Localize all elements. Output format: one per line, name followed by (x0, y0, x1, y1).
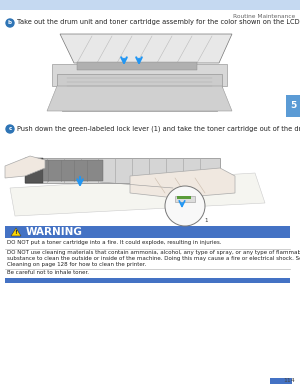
Polygon shape (25, 158, 220, 183)
Bar (177, 196, 191, 199)
Text: Take out the drum unit and toner cartridge assembly for the color shown on the L: Take out the drum unit and toner cartrid… (17, 19, 300, 25)
Polygon shape (5, 156, 45, 178)
Circle shape (165, 186, 205, 226)
Bar (286, 95, 300, 117)
Bar (5, 226, 290, 238)
Text: Push down the green-labeled lock lever (1) and take the toner cartridge out of t: Push down the green-labeled lock lever (… (17, 125, 300, 132)
Text: b: b (8, 21, 12, 26)
Text: DO NOT put a toner cartridge into a fire. It could explode, resulting in injurie: DO NOT put a toner cartridge into a fire… (7, 240, 221, 245)
Text: WARNING: WARNING (26, 227, 83, 237)
Text: 1: 1 (204, 218, 208, 223)
Text: Cleaning on page 128 for how to clean the printer.: Cleaning on page 128 for how to clean th… (7, 262, 146, 267)
Circle shape (6, 125, 14, 133)
Bar (57, 74, 222, 89)
Text: substance to clean the outside or inside of the machine. Doing this may cause a : substance to clean the outside or inside… (7, 256, 300, 261)
Polygon shape (130, 168, 235, 198)
Text: c: c (8, 126, 12, 132)
Bar (25, 158, 43, 183)
Bar (62, 81, 217, 111)
Bar (0, 0, 300, 10)
Polygon shape (11, 228, 21, 236)
Text: Routine Maintenance: Routine Maintenance (233, 14, 295, 19)
Circle shape (6, 19, 14, 27)
Text: Be careful not to inhale toner.: Be careful not to inhale toner. (7, 270, 89, 275)
Polygon shape (10, 173, 265, 216)
Bar (5, 278, 290, 283)
Bar (77, 62, 197, 70)
Text: 114: 114 (283, 378, 295, 383)
Text: !: ! (15, 229, 17, 234)
Polygon shape (60, 34, 232, 63)
Text: 5: 5 (290, 102, 296, 111)
Bar (175, 196, 195, 202)
Bar (270, 378, 292, 384)
Bar (43, 160, 103, 181)
Bar (52, 64, 227, 86)
Polygon shape (47, 86, 232, 111)
Text: DO NOT use cleaning materials that contain ammonia, alcohol, any type of spray, : DO NOT use cleaning materials that conta… (7, 250, 300, 255)
